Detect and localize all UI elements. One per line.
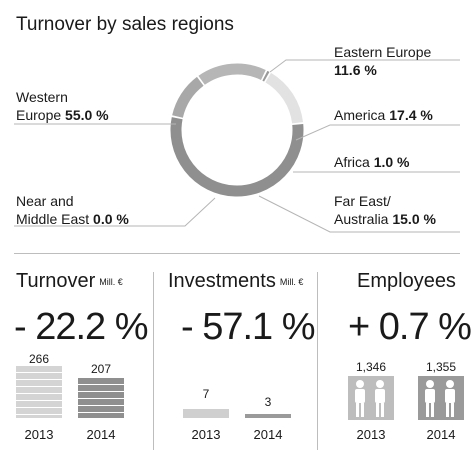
investments-bar-2014 [245,414,291,418]
turnover-unit: Mill. € [99,277,123,287]
employees-people-icon-2014 [418,376,464,420]
turnover-value-2014: 207 [90,362,112,376]
turnover-year-2013: 2013 [24,427,54,442]
employees-year-2013: 2013 [356,427,386,442]
investments-title: Investments Mill. € [168,270,303,293]
label-western-europe: Western Europe 55.0 % [16,88,109,124]
label-near-middle-east: Near and Middle East 0.0 % [16,192,129,228]
employees-title: Employees [357,270,456,292]
investments-unit: Mill. € [279,277,304,287]
label-near-middle-east-line2: Middle East [16,211,90,227]
investments-change: - 57.1 % [181,306,316,348]
leader-line-4 [258,195,460,233]
donut-chart [14,59,460,233]
turnover-bar-2014 [78,378,124,418]
column-divider-1 [153,272,154,450]
donut-slice-far-east-australia [265,72,304,124]
turnover-title: Turnover Mill. € [16,270,123,293]
employees-change: + 0.7 % [348,306,472,348]
label-africa-value: 1.0 % [373,154,410,170]
label-america-value: 17.4 % [389,107,433,123]
investments-title-text: Investments [168,270,276,292]
turnover-year-2014: 2014 [86,427,116,442]
investments-year-2014: 2014 [253,427,283,442]
donut-slice-africa [262,70,270,82]
investments-year-2013: 2013 [191,427,221,442]
label-western-europe-line2: Europe [16,107,62,123]
leader-line-5 [14,197,216,227]
label-africa: Africa 1.0 % [334,153,410,171]
label-eastern-europe-name: Eastern Europe [334,44,432,60]
section-divider [14,253,460,254]
leader-line-2 [295,124,460,141]
turnover-value-2013: 266 [28,352,50,366]
chart-title: Turnover by sales regions [16,14,234,35]
label-far-east: Far East/ Australia 15.0 % [334,192,436,228]
label-america-name: America [334,107,386,123]
label-western-europe-value: 55.0 % [65,107,109,123]
investments-value-2013: 7 [202,387,210,401]
employees-value-2014: 1,355 [425,360,457,374]
turnover-change: - 22.2 % [14,306,149,348]
label-near-middle-east-line1: Near and [16,193,74,209]
label-far-east-line1: Far East/ [334,193,391,209]
label-africa-name: Africa [334,154,370,170]
donut-slice-america [198,63,266,85]
turnover-bar-2013 [16,366,62,418]
investments-bar-2013 [183,409,229,418]
employees-value-2013: 1,346 [355,360,387,374]
employees-year-2014: 2014 [426,427,456,442]
investments-value-2014: 3 [264,395,272,409]
column-divider-2 [317,272,318,450]
donut-slice-western-europe [170,117,304,197]
label-eastern-europe-value: 11.6 % [334,62,377,78]
turnover-title-text: Turnover [16,270,96,292]
label-near-middle-east-value: 0.0 % [93,211,129,227]
donut-slice-eastern-europe [172,76,204,118]
label-eastern-europe: Eastern Europe 11.6 % [334,43,431,79]
label-far-east-line2: Australia [334,211,389,227]
label-far-east-value: 15.0 % [392,211,436,227]
label-america: America 17.4 % [334,106,433,124]
employees-people-icon-2013 [348,376,394,420]
label-western-europe-line1: Western [16,89,68,105]
leader-line-1 [269,59,460,73]
